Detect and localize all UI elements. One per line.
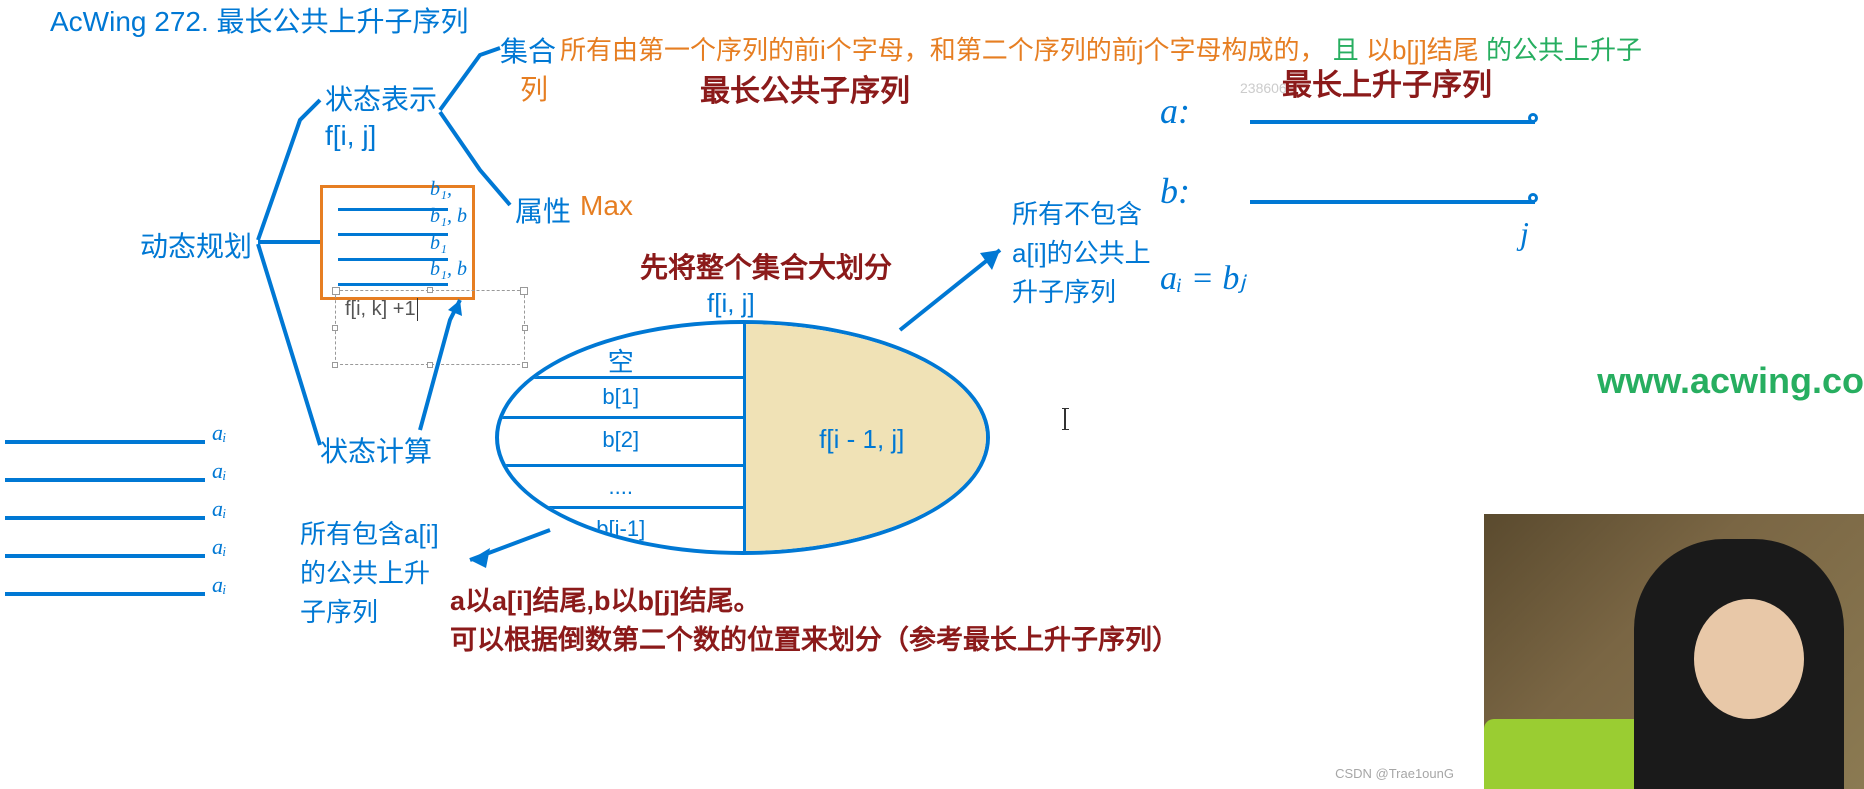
seq-a-endpoint [1528,113,1538,123]
page-title: AcWing 272. 最长公共上升子序列 [50,0,469,40]
highlight-lcs: 最长公共子序列 [700,66,910,110]
orange-note-1: b₁, b [430,205,467,228]
ellipse-headline: 先将整个集合大划分 [640,246,892,286]
tree-root: 动态规划 [140,225,252,265]
arrow-right-l1: 所有不包含 [1012,195,1151,234]
bl-line-2 [5,516,205,520]
arrow-left-l2: 的公共上升 [300,554,439,593]
bottom-red-l1: a以a[i]结尾,b以b[j]结尾。 [450,582,1179,621]
ellipse-row-0: 空 [499,342,743,379]
ellipse-right-label: f[i - 1, j] [752,424,971,455]
bl-label-3: aᵢ [212,534,226,560]
seq-a-label: a: [1160,90,1190,132]
bl-line-3 [5,554,205,558]
highlight-lis: 最长上升子序列 [1282,60,1492,104]
set-desc-part4: 的公共上升子 [1486,35,1642,65]
bl-line-0 [5,440,205,444]
seq-b-label: b: [1160,170,1190,212]
orange-note-2: b₁ [430,232,447,255]
ellipse-row-3: .... [499,474,743,500]
arrow-left-l3: 子序列 [300,593,439,632]
csdn-watermark: CSDN @Trae1ounG [1335,766,1454,781]
orange-box [320,185,475,300]
ellipse-top-label: f[i, j] [707,288,755,319]
bl-label-0: aᵢ [212,420,226,446]
attr-val: Max [580,190,633,222]
arrow-left-text: 所有包含a[i] 的公共上升 子序列 [300,515,439,632]
seq-a-line [1250,120,1535,124]
seq-eq: aᵢ = bⱼ [1160,258,1245,298]
arrow-left-l1: 所有包含a[i] [300,515,439,554]
state-calc: 状态计算 [320,430,432,470]
orange-note-3: b₁, b [430,258,467,281]
bl-label-4: aᵢ [212,572,226,598]
arrow-right-l2: a[i]的公共上 [1012,234,1151,273]
bl-line-4 [5,592,205,596]
bl-label-1: aᵢ [212,458,226,484]
ellipse-row-4: b[j-1] [499,516,743,542]
set-sub: 列 [520,68,548,108]
arrow-right-l3: 升子序列 [1012,273,1151,312]
seq-b-endpoint [1528,193,1538,203]
dashed-text[interactable]: f[i, k] +1 [345,298,418,321]
state-repr-sub: f[i, j] [325,120,376,152]
bl-line-1 [5,478,205,482]
set-desc-part1: 所有由第一个序列的前i个字母，和第二个序列的前j个字母构成的， [560,35,1326,65]
watermark-number: 238606 [1240,80,1287,96]
seq-b-line [1250,200,1535,204]
url-watermark: www.acwing.co [1597,360,1864,402]
bl-label-2: aᵢ [212,496,226,522]
orange-note-0: b₁, [430,178,452,201]
ellipse-diagram: 空 b[1] b[2] .... b[j-1] f[i - 1, j] [495,320,990,555]
bottom-explanation: a以a[i]结尾,b以b[j]结尾。 可以根据倒数第二个数的位置来划分（参考最长… [450,582,1179,660]
bottom-red-l2: 可以根据倒数第二个数的位置来划分（参考最长上升子序列） [450,621,1179,660]
ellipse-row-2: b[2] [499,427,743,453]
ellipse-row-1: b[1] [499,384,743,410]
webcam-overlay [1484,514,1864,789]
text-cursor-icon [1064,408,1066,430]
seq-j: j [1520,215,1529,252]
arrow-right-text: 所有不包含 a[i]的公共上 升子序列 [1012,195,1151,312]
attr-label: 属性 [515,190,571,230]
state-repr: 状态表示 [325,78,437,118]
set-label: 集合 [500,30,556,70]
